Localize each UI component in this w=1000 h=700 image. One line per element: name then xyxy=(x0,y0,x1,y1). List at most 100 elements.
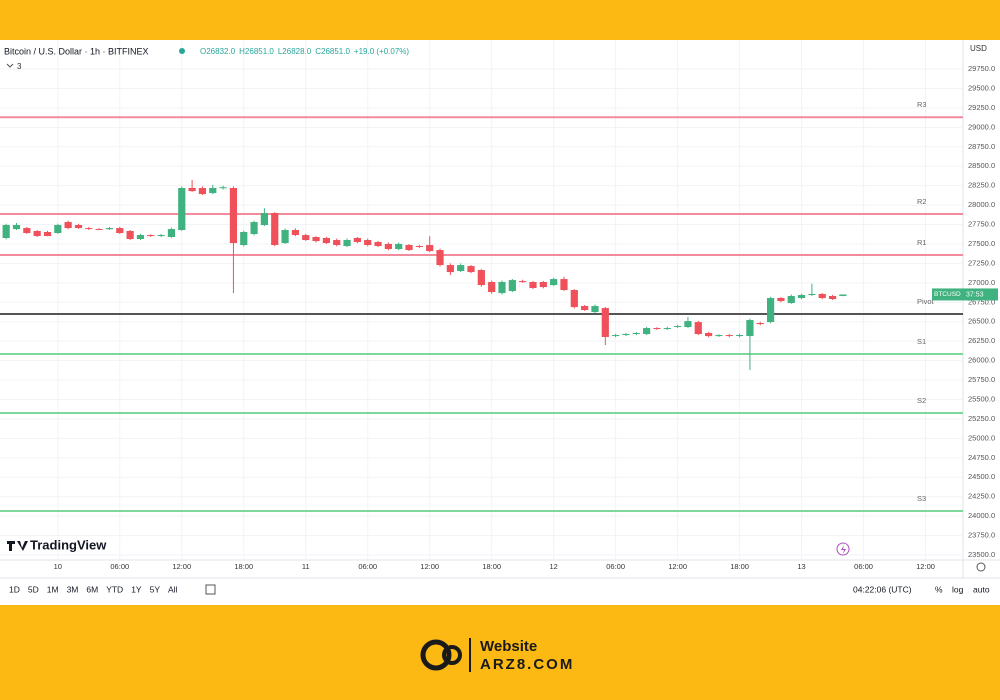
x-tick-label: 10 xyxy=(54,562,62,571)
y-tick-label: 27750.0 xyxy=(968,220,995,229)
watermark-logo xyxy=(7,541,28,551)
overlay: Bitcoin / U.S. Dollar · 1h · BITFINEX 3 … xyxy=(4,44,998,673)
clock: 04:22:06 (UTC) xyxy=(853,584,912,594)
candle-body xyxy=(560,279,568,291)
level-label: S1 xyxy=(917,337,926,346)
candle-body xyxy=(632,333,640,335)
y-tick-label: 28500.0 xyxy=(968,161,995,170)
y-tick-label: 28250.0 xyxy=(968,181,995,190)
x-tick-label: 06:00 xyxy=(606,562,625,571)
candle-body xyxy=(188,187,196,192)
top-band xyxy=(0,0,1000,40)
y-tick-label: 28750.0 xyxy=(968,142,995,151)
range-button[interactable]: 5D xyxy=(28,584,39,594)
y-tick-label: 27500.0 xyxy=(968,239,995,248)
currency[interactable]: USD xyxy=(970,44,987,53)
level-label: R1 xyxy=(917,238,927,247)
x-tick-label: 12:00 xyxy=(172,562,191,571)
axis-option[interactable]: % xyxy=(935,584,943,594)
ohlc-value: L26828.0 xyxy=(278,47,312,56)
candle-body xyxy=(519,281,527,283)
y-tick-label: 29750.0 xyxy=(968,64,995,73)
x-tick-label: 12:00 xyxy=(420,562,439,571)
candle-body xyxy=(240,232,248,245)
pivot-levels: R3 R2 R1 Pivot S1 S2 S3 xyxy=(0,100,963,513)
candle-body xyxy=(828,296,837,300)
axis-option[interactable]: auto xyxy=(973,584,990,594)
level-label: S3 xyxy=(917,494,926,503)
candle-body xyxy=(229,187,238,244)
candle-body xyxy=(508,280,516,292)
y-tick-label: 26000.0 xyxy=(968,356,995,365)
x-tick-label: 12:00 xyxy=(916,562,935,571)
candle-body xyxy=(250,222,258,235)
ohlc-value: O26832.0 xyxy=(200,47,236,56)
candle-body xyxy=(715,335,723,337)
x-tick-label: 18:00 xyxy=(234,562,253,571)
candle-body xyxy=(302,235,310,241)
candle-body xyxy=(260,213,269,226)
range-button[interactable]: 1M xyxy=(47,584,59,594)
candle-body xyxy=(735,335,744,337)
y-tick-label: 28000.0 xyxy=(968,200,995,209)
y-tick-label: 29000.0 xyxy=(968,122,995,131)
y-tick-label: 25000.0 xyxy=(968,433,995,442)
candle-body xyxy=(663,328,671,330)
range-button[interactable]: 1D xyxy=(9,584,20,594)
candle-body xyxy=(43,232,52,237)
y-tick-label: 23750.0 xyxy=(968,531,995,540)
candle-body xyxy=(529,282,537,288)
countdown: 37:53 xyxy=(966,291,984,298)
symbol-title[interactable]: Bitcoin / U.S. Dollar · 1h · BITFINEX xyxy=(4,46,149,56)
candle-body xyxy=(64,222,72,229)
candle-body xyxy=(808,293,816,295)
range-button[interactable]: 3M xyxy=(67,584,79,594)
range-button[interactable]: 5Y xyxy=(150,584,161,594)
date-range-icon[interactable] xyxy=(205,584,216,595)
level-label: S2 xyxy=(917,396,926,405)
candle-body xyxy=(353,237,361,243)
candle-body xyxy=(271,213,279,245)
candle-body xyxy=(436,250,444,266)
candle-body xyxy=(312,236,320,242)
x-tick-label: 12 xyxy=(549,562,557,571)
event-icon[interactable] xyxy=(836,542,850,556)
candle-body xyxy=(777,298,785,302)
indicator-count[interactable]: 3 xyxy=(17,62,22,71)
candle-body xyxy=(167,229,176,237)
y-tick-label: 24500.0 xyxy=(968,472,995,481)
range-button[interactable]: YTD xyxy=(106,584,123,594)
range-button[interactable]: 6M xyxy=(86,584,98,594)
candle-body xyxy=(23,228,31,234)
candle-body xyxy=(446,265,454,273)
candle-body xyxy=(653,328,661,330)
candle-body xyxy=(126,231,134,240)
level-label: Pivot xyxy=(917,297,935,306)
price-tag-bg xyxy=(932,288,998,301)
bottom-band xyxy=(0,605,1000,700)
level-label: R2 xyxy=(917,197,927,206)
y-tick-label: 27000.0 xyxy=(968,278,995,287)
y-tick-label: 29250.0 xyxy=(968,103,995,112)
y-tick-label: 25250.0 xyxy=(968,414,995,423)
range-button[interactable]: 1Y xyxy=(131,584,142,594)
y-tick-label: 23500.0 xyxy=(968,550,995,559)
ohlc-value: H26851.0 xyxy=(239,47,274,56)
candle-body xyxy=(457,265,465,272)
axis-option[interactable]: log xyxy=(952,584,964,594)
brand-icon-o xyxy=(442,645,462,665)
candle-body xyxy=(498,282,506,294)
candle-body xyxy=(116,228,124,234)
range-button[interactable]: All xyxy=(168,584,178,594)
candle-body xyxy=(622,334,630,336)
candle-body xyxy=(374,242,382,247)
chevron[interactable] xyxy=(6,63,14,68)
candle-body xyxy=(2,225,10,238)
ohlc-value: C26851.0 xyxy=(315,47,350,56)
candle-body xyxy=(766,298,775,323)
settings-icon[interactable] xyxy=(976,562,986,572)
y-tick-label: 24000.0 xyxy=(968,511,995,520)
candle-body xyxy=(333,240,341,245)
chart-panel xyxy=(0,40,1000,605)
